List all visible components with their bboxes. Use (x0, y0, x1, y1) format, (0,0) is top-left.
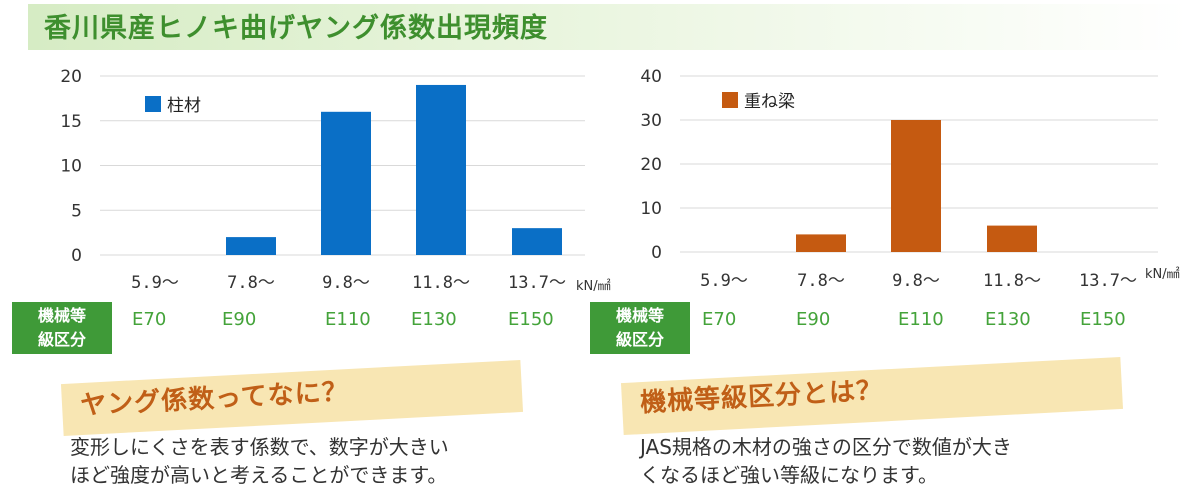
grade-label: E150 (1080, 309, 1126, 330)
y-tick-label: 10 (640, 199, 662, 219)
unit-label: kN/㎟ (576, 279, 611, 294)
y-tick-label: 15 (60, 112, 82, 132)
bar (891, 120, 941, 252)
grade-label: E70 (132, 309, 167, 330)
grade-label: E110 (898, 309, 944, 330)
grade-label: E150 (508, 309, 554, 330)
bar (512, 228, 562, 255)
grade-label: E90 (222, 309, 257, 330)
bar (226, 237, 276, 255)
class-label-right: 機械等 級区分 (590, 302, 690, 354)
bar (416, 84, 466, 255)
page-title: 香川県産ヒノキ曲げヤング係数出現頻度 (44, 13, 548, 44)
x-tick-label: 9.8〜 (322, 273, 370, 293)
grade-label: E110 (325, 309, 371, 330)
y-tick-label: 20 (60, 67, 82, 87)
bar (796, 234, 846, 252)
legend-swatch (145, 96, 161, 112)
grade-label: E130 (411, 309, 457, 330)
x-tick-label: 13.7〜 (1079, 271, 1137, 291)
y-tick-label: 5 (71, 201, 82, 221)
x-tick-label: 13.7〜 (508, 273, 566, 293)
title-band (28, 4, 1188, 50)
y-tick-label: 0 (71, 246, 82, 266)
y-tick-label: 20 (640, 155, 662, 175)
legend-label: 重ね梁 (744, 92, 795, 112)
bar (321, 111, 371, 255)
unit-label: kN/㎟ (1145, 267, 1180, 282)
x-tick-label: 7.8〜 (227, 273, 275, 293)
grade-label: E90 (796, 309, 831, 330)
x-tick-label: 5.9〜 (131, 273, 179, 293)
note-body-right: JAS規格の木材の強さの区分で数値が大き くなるほど強い等級になります。 (640, 435, 1012, 487)
x-tick-label: 9.8〜 (892, 271, 940, 291)
x-tick-label: 7.8〜 (797, 271, 845, 291)
y-tick-label: 0 (651, 243, 662, 263)
bar (987, 225, 1037, 252)
x-tick-label: 5.9〜 (700, 271, 748, 291)
x-tick-label: 11.8〜 (412, 273, 470, 293)
class-label-left: 機械等 級区分 (12, 302, 112, 354)
chart-beam: 0 10 20 30 40 5.9〜 7.8〜 9.8〜 11.8〜 13.7〜 kN/㎟ 重ね梁 (640, 67, 1180, 291)
x-tick-label: 11.8〜 (983, 271, 1041, 291)
note-body-left: 変形しにくさを表す係数で、数字が大きい ほど強度が高いと考えることができます。 (70, 435, 449, 487)
grade-label: E70 (702, 309, 737, 330)
legend-swatch (722, 92, 738, 108)
y-tick-label: 40 (640, 67, 662, 87)
y-tick-label: 10 (60, 157, 82, 177)
legend-label: 柱材 (167, 96, 201, 116)
y-tick-label: 30 (640, 111, 662, 131)
grade-label: E130 (985, 309, 1031, 330)
chart-pillar: 0 5 10 15 20 5.9〜 7.8〜 9.8〜 11.8〜 13.7〜 kN/㎟ 柱材 (60, 67, 610, 294)
